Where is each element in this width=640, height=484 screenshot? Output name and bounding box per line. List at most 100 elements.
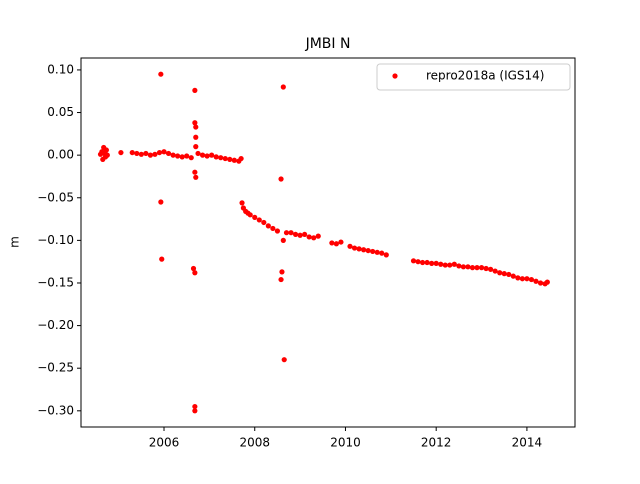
- point: [447, 262, 453, 268]
- y-tick-label: −0.25: [37, 361, 74, 375]
- point: [306, 234, 312, 240]
- x-tick-label: 2006: [149, 436, 180, 450]
- point: [374, 249, 380, 255]
- point: [222, 155, 228, 162]
- point: [410, 258, 417, 264]
- y-tick-label: 0.00: [47, 148, 74, 162]
- point: [193, 124, 199, 130]
- point: [152, 151, 158, 157]
- point: [218, 155, 224, 161]
- point: [456, 263, 462, 269]
- point: [247, 212, 253, 218]
- point: [497, 270, 503, 276]
- point: [442, 262, 448, 268]
- point: [279, 269, 285, 275]
- point: [338, 239, 344, 245]
- point: [161, 149, 167, 155]
- legend-box: [376, 63, 571, 91]
- point: [460, 264, 467, 270]
- point: [292, 231, 299, 238]
- legend-label: repro2018a (IGS14): [426, 69, 544, 83]
- point: [278, 276, 284, 283]
- legend-marker: [392, 73, 398, 79]
- point: [383, 252, 389, 258]
- point: [370, 248, 376, 255]
- point: [165, 150, 172, 157]
- point: [227, 156, 233, 163]
- y-axis-label: m: [8, 236, 22, 248]
- point: [501, 271, 507, 277]
- point: [147, 152, 154, 158]
- point: [134, 150, 140, 157]
- point: [483, 265, 489, 272]
- point: [451, 261, 457, 267]
- point: [274, 228, 281, 234]
- point: [256, 217, 262, 223]
- point: [329, 240, 335, 246]
- point: [297, 232, 303, 238]
- point: [170, 152, 176, 158]
- point: [252, 214, 258, 220]
- x-tick-label: 2010: [330, 436, 361, 450]
- point: [184, 153, 190, 159]
- point: [281, 357, 287, 363]
- point: [528, 276, 535, 283]
- chart-title: JMBI N: [305, 36, 351, 52]
- point: [192, 403, 198, 410]
- point: [356, 246, 362, 252]
- point: [510, 273, 516, 279]
- point: [365, 247, 371, 254]
- point: [506, 271, 512, 278]
- point: [103, 147, 110, 153]
- point: [190, 265, 197, 272]
- point: [265, 223, 271, 229]
- point: [419, 259, 426, 266]
- x-tick-label: 2012: [421, 436, 452, 450]
- point: [424, 259, 430, 266]
- point: [347, 243, 353, 249]
- point: [333, 241, 339, 247]
- point: [238, 155, 244, 162]
- point: [143, 150, 149, 157]
- point: [474, 265, 480, 271]
- point: [515, 275, 521, 281]
- y-tick-label: 0.10: [47, 62, 74, 76]
- point: [192, 169, 198, 175]
- point: [280, 237, 286, 243]
- point: [193, 174, 199, 180]
- y-tick-label: 0.05: [47, 105, 74, 119]
- point: [118, 149, 124, 156]
- point: [175, 153, 181, 159]
- point: [199, 152, 206, 158]
- point: [159, 256, 165, 262]
- y-tick-label: −0.15: [37, 275, 74, 289]
- point: [415, 259, 421, 265]
- point: [192, 408, 198, 414]
- point: [537, 280, 544, 286]
- point: [315, 233, 321, 239]
- point: [519, 276, 525, 282]
- point: [429, 260, 435, 266]
- point: [278, 176, 284, 182]
- point: [204, 153, 210, 159]
- point: [193, 144, 199, 150]
- point: [311, 235, 317, 241]
- point: [544, 279, 550, 285]
- point: [209, 152, 215, 158]
- point: [361, 247, 367, 253]
- point: [195, 150, 201, 157]
- point: [438, 261, 444, 267]
- point: [379, 250, 385, 256]
- point: [478, 265, 485, 271]
- point: [192, 120, 198, 126]
- point: [129, 149, 135, 156]
- y-tick-label: −0.05: [37, 190, 74, 204]
- point: [533, 278, 539, 284]
- point: [239, 200, 245, 206]
- point: [469, 265, 476, 271]
- point: [104, 152, 110, 158]
- point: [261, 219, 267, 226]
- point: [188, 155, 194, 161]
- point: [524, 276, 530, 282]
